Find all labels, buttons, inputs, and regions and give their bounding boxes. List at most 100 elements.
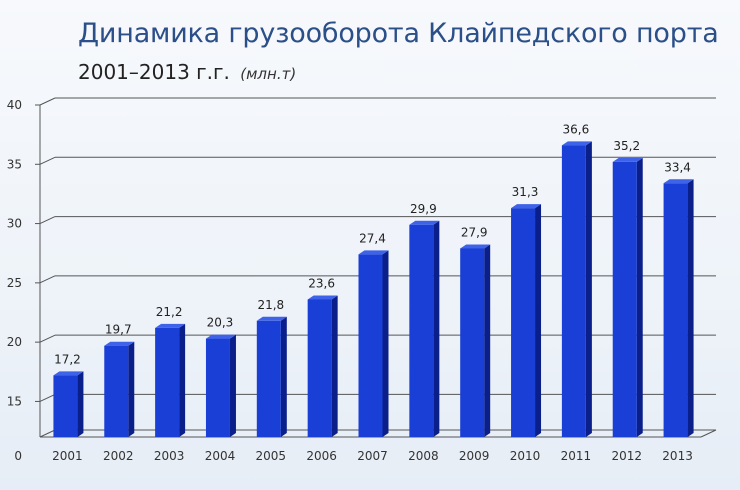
x-tick-label-2013: 2013	[662, 449, 693, 463]
data-label-2010: 31,3	[512, 185, 539, 199]
bar-top-2009	[460, 244, 491, 249]
y-tick-label-0: 0	[14, 449, 22, 463]
bar-top-2001	[53, 371, 84, 376]
bar-front-2002	[104, 345, 129, 437]
data-label-2004: 20,3	[207, 316, 234, 330]
bar-2009	[460, 244, 491, 437]
bar-front-2011	[561, 145, 586, 438]
subtitle-unit: (млн.т)	[240, 65, 297, 83]
bar-top-2006	[307, 295, 338, 300]
x-tick-label-2010: 2010	[510, 449, 541, 463]
grid-depth-35	[39, 156, 56, 165]
bar-2002	[104, 341, 135, 437]
grid-depth-30	[39, 216, 56, 225]
bar-front-2004	[205, 338, 230, 437]
bar-2006	[307, 295, 338, 437]
bar-top-2013	[663, 179, 694, 184]
bar-top-2005	[256, 316, 287, 321]
y-axis-ticks: 0 15 20 25 30 35 40	[7, 98, 22, 463]
bar-top-2007	[358, 250, 389, 255]
data-label-2013: 33,4	[664, 160, 691, 174]
bar-front-2007	[358, 254, 383, 437]
y-tick-label-15: 15	[7, 394, 22, 408]
bar-front-2003	[155, 327, 180, 437]
data-label-2007: 27,4	[359, 231, 386, 245]
x-axis-ticks: 2001 2002 2003 2004 2005 2006 2007 2008 2009 2010…	[52, 449, 693, 463]
data-label-2008: 29,9	[410, 202, 437, 216]
bar-top-2011	[561, 141, 592, 146]
bar-top-2003	[155, 323, 186, 328]
data-label-2006: 23,6	[308, 276, 335, 290]
data-label-2011: 36,6	[563, 122, 590, 136]
data-label-2003: 21,2	[156, 305, 183, 319]
bar-side-2002	[128, 341, 135, 437]
bar-side-2006	[331, 295, 338, 437]
x-tick-label-2009: 2009	[459, 449, 490, 463]
bar-front-2006	[307, 299, 332, 437]
bar-side-2009	[484, 244, 491, 437]
bar-top-2002	[104, 341, 135, 346]
grid-depth-20	[39, 334, 56, 343]
bar-side-2013	[687, 179, 694, 437]
bar-side-2011	[585, 141, 592, 438]
bars	[53, 141, 694, 438]
bar-top-2012	[612, 157, 643, 162]
bar-2003	[155, 323, 186, 437]
x-tick-label-2003: 2003	[154, 449, 185, 463]
grid-depth-40	[39, 97, 56, 106]
y-tick-label-40: 40	[7, 98, 22, 112]
bar-side-2007	[382, 250, 389, 437]
bar-top-2010	[511, 204, 542, 209]
bar-front-2013	[663, 183, 688, 437]
bar-2004	[205, 334, 236, 437]
bar-2001	[53, 371, 84, 437]
y-tick-label-20: 20	[7, 335, 22, 349]
bar-side-2004	[229, 334, 236, 437]
data-label-2005: 21,8	[257, 298, 284, 312]
data-labels: 17,2 19,7 21,2 20,3 21,8 23,6 27,4 29,9 27,9 31,3…	[54, 122, 691, 366]
bar-front-2009	[460, 248, 485, 437]
bar-2005	[256, 316, 287, 437]
bar-side-2012	[636, 157, 643, 437]
x-tick-label-2002: 2002	[103, 449, 134, 463]
bar-2007	[358, 250, 389, 437]
data-label-2002: 19,7	[105, 323, 132, 337]
bar-front-2012	[612, 161, 637, 437]
x-tick-label-2008: 2008	[408, 449, 439, 463]
x-tick-label-2007: 2007	[357, 449, 388, 463]
bar-top-2004	[205, 334, 236, 339]
y-tick-label-30: 30	[7, 217, 22, 231]
floor-edge-left	[39, 429, 56, 438]
x-tick-label-2006: 2006	[306, 449, 337, 463]
bar-2008	[409, 220, 440, 437]
data-label-2009: 27,9	[461, 225, 488, 239]
x-tick-label-2011: 2011	[561, 449, 592, 463]
bar-2010	[511, 204, 542, 437]
x-tick-label-2005: 2005	[256, 449, 287, 463]
bar-2011	[561, 141, 592, 438]
y-tick-label-35: 35	[7, 157, 22, 171]
x-tick-label-2001: 2001	[52, 449, 83, 463]
chart-title: Динамика грузооборота Клайпедского порта	[78, 18, 719, 49]
bar-front-2010	[511, 208, 536, 437]
x-tick-label-2004: 2004	[205, 449, 236, 463]
bar-2013	[663, 179, 694, 437]
grid-depth-15	[39, 393, 56, 402]
bar-front-2008	[409, 224, 434, 437]
y-tick-label-25: 25	[7, 276, 22, 290]
bar-side-2003	[179, 323, 186, 437]
subtitle-years: 2001–2013 г.г.	[78, 60, 230, 84]
chart-subtitle: 2001–2013 г.г. (млн.т)	[78, 60, 296, 84]
data-label-2001: 17,2	[54, 352, 81, 366]
data-label-2012: 35,2	[613, 139, 640, 153]
bar-front-2001	[53, 375, 78, 437]
bar-side-2008	[433, 220, 440, 437]
bar-2012	[612, 157, 643, 437]
bar-side-2010	[535, 204, 542, 437]
bar-front-2005	[256, 320, 281, 437]
bar-top-2008	[409, 220, 440, 225]
bar-side-2005	[280, 316, 287, 437]
floor-edge-right	[700, 429, 717, 438]
grid-depth-25	[39, 275, 56, 284]
